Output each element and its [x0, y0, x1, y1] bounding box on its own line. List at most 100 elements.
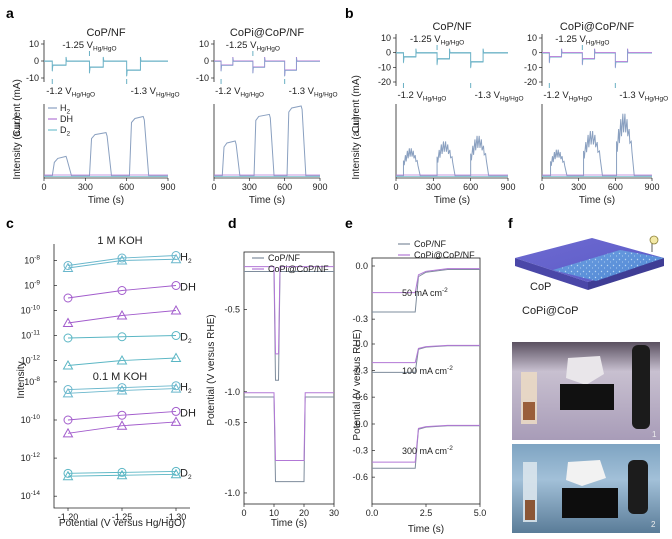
electrode-icon-2	[562, 488, 618, 518]
e-ytick-label: 0.0	[355, 261, 368, 271]
c-xtick-label: -1.30	[166, 512, 187, 522]
c-1m-marker-triangle	[170, 253, 182, 264]
c-1m-marker-circle	[171, 281, 181, 290]
c-01m-marker-triangle	[62, 427, 74, 438]
c-01m-marker-circle	[117, 383, 127, 393]
p1-ann-125: -1.25 VHg/HgO	[226, 40, 280, 53]
p1-current-ytick-label: 0	[204, 56, 209, 66]
e-ytick-label: -0.3	[352, 314, 368, 324]
e-subplot-label: 100 mA cm-2	[402, 365, 453, 376]
c-1m-d-line	[67, 335, 177, 339]
d-bottom-trace-0	[244, 396, 334, 483]
p2-title: CoP/NF	[432, 21, 471, 33]
panel-label-c: c	[6, 215, 14, 231]
e-copi-trace	[372, 344, 480, 364]
p0-xtick-label: 900	[160, 182, 175, 192]
p2-current-trace-2	[396, 49, 508, 69]
p3-title: CoPi@CoP/NF	[560, 21, 634, 33]
e-subplot-label: 50 mA cm-2	[402, 287, 448, 298]
electrode-icon	[560, 384, 614, 410]
c-01m-h-line	[67, 385, 177, 390]
p3-current-ytick-label: 10	[527, 33, 537, 43]
p2-current-ytick-label: 10	[381, 33, 391, 43]
photo-1: 1	[512, 342, 660, 440]
c-1m-dh-line	[67, 310, 177, 324]
c-1m-marker-triangle	[62, 317, 74, 327]
p2-intensity-axes	[395, 104, 508, 179]
p3-ann-13: -1.3 VHg/HgO	[619, 90, 668, 103]
c-1m-h-line	[67, 255, 177, 266]
p2-xtick-label: 300	[426, 182, 441, 192]
c-01m-series-label: H2	[180, 382, 192, 396]
c-01m-marker-triangle	[62, 470, 74, 481]
p3-current-trace-2	[542, 49, 652, 69]
photo-2-index: 2	[651, 520, 656, 529]
p2-ann-13: -1.3 VHg/HgO	[475, 90, 524, 103]
b-ylabel-intensity: Intensity (a.u.)	[351, 116, 362, 179]
c-01m-marker-triangle	[116, 469, 128, 480]
c-1m-marker-triangle	[62, 262, 74, 272]
a-ylabel-current: Current (mA)	[12, 79, 23, 137]
a-ylabel-intensity: Intensity (a.u.)	[12, 116, 23, 179]
p2-xtick-label: 0	[393, 182, 398, 192]
c-xlabel: Potential (V versus Hg/HgO)	[59, 518, 185, 529]
c-01m-marker-circle	[171, 381, 181, 391]
c-01m-marker-triangle	[170, 416, 182, 426]
p1-h2-trace	[214, 105, 320, 177]
c-01m-marker-triangle	[116, 420, 128, 430]
holder-icon-2	[566, 460, 606, 486]
c-1m-marker-triangle	[170, 304, 182, 315]
d-ytick-top-label: -0.5	[224, 304, 240, 314]
c-01m-label: 0.1 M KOH	[93, 371, 147, 383]
p1-title: CoPi@CoP/NF	[230, 27, 304, 39]
e-ytick-label: 0.0	[355, 419, 368, 429]
p1-current-ytick-label: -10	[196, 73, 209, 83]
d-xlabel: Time (s)	[271, 518, 307, 529]
p0-xtick-label: 300	[78, 182, 93, 192]
vial-sample	[523, 402, 535, 420]
cop-plate-side	[588, 258, 664, 290]
p3-xtick-label: 0	[539, 182, 544, 192]
c-01m-marker-triangle	[62, 387, 74, 398]
p3-ann-12: -1.2 VHg/HgO	[543, 90, 592, 103]
p1-ann-13: -1.3 VHg/HgO	[289, 86, 338, 99]
e-ytick-label: -0.6	[352, 472, 368, 482]
e-ytick-label: -0.3	[352, 366, 368, 376]
c-01m-series-label: D2	[180, 467, 192, 481]
label-copi: CoPi@CoP	[522, 305, 578, 317]
e-ytick-label: -0.6	[352, 392, 368, 402]
c-01m-marker-triangle	[170, 383, 182, 393]
p1-ann-12: -1.2 VHg/HgO	[215, 86, 264, 99]
d-xtick-label: 20	[299, 508, 309, 518]
c-1m-marker-circle	[117, 253, 127, 263]
c-1m-marker-triangle	[62, 359, 74, 370]
label-cop: CoP	[530, 281, 551, 293]
p3-xtick-label: 300	[571, 182, 586, 192]
p0-current-ytick-label: -10	[26, 73, 39, 83]
p3-xlabel: Time (s)	[579, 195, 615, 206]
c-01m-d-line	[67, 470, 177, 474]
e-xtick-label: 0.0	[366, 508, 379, 518]
panel-label-a: a	[6, 5, 14, 21]
p1-xtick-label: 300	[242, 182, 257, 192]
c-1m-marker-circle	[117, 332, 127, 342]
p2-current-ytick-label: -10	[378, 62, 391, 72]
e-legend-label: CoPi@CoP/NF	[414, 250, 475, 260]
c-xtick-label: -1.20	[58, 512, 79, 522]
counter-electrode-icon	[632, 345, 650, 429]
panel-b-left-chart: CoP/NF 10 0 -10 -20 -1.25 VHg/HgO -1.2 VHg/HgO…	[378, 21, 524, 206]
d-bottom-trace-1	[244, 392, 334, 461]
c-1m-marker-triangle	[116, 354, 128, 365]
c-axes	[53, 244, 190, 509]
p0-legend-label: H2	[60, 103, 71, 116]
p0-ann-13: -1.3 VHg/HgO	[131, 86, 180, 99]
c-1m-marker-circle	[117, 286, 127, 295]
panel-f-schematic: CoP CoPi@CoP	[515, 235, 664, 317]
p1-xlabel: Time (s)	[249, 195, 285, 206]
p0-current-ytick-label: 10	[29, 39, 39, 49]
panel-a-left-chart: CoP/NF 10 0 -10 -1.25 VHg/HgO -1.2 VHg/HgO -1.…	[26, 27, 180, 206]
p0-ann-12: -1.2 VHg/HgO	[46, 86, 95, 99]
e-ylabel: Potential (V versus RHE)	[352, 329, 363, 440]
c-1m-d-line	[67, 357, 177, 366]
